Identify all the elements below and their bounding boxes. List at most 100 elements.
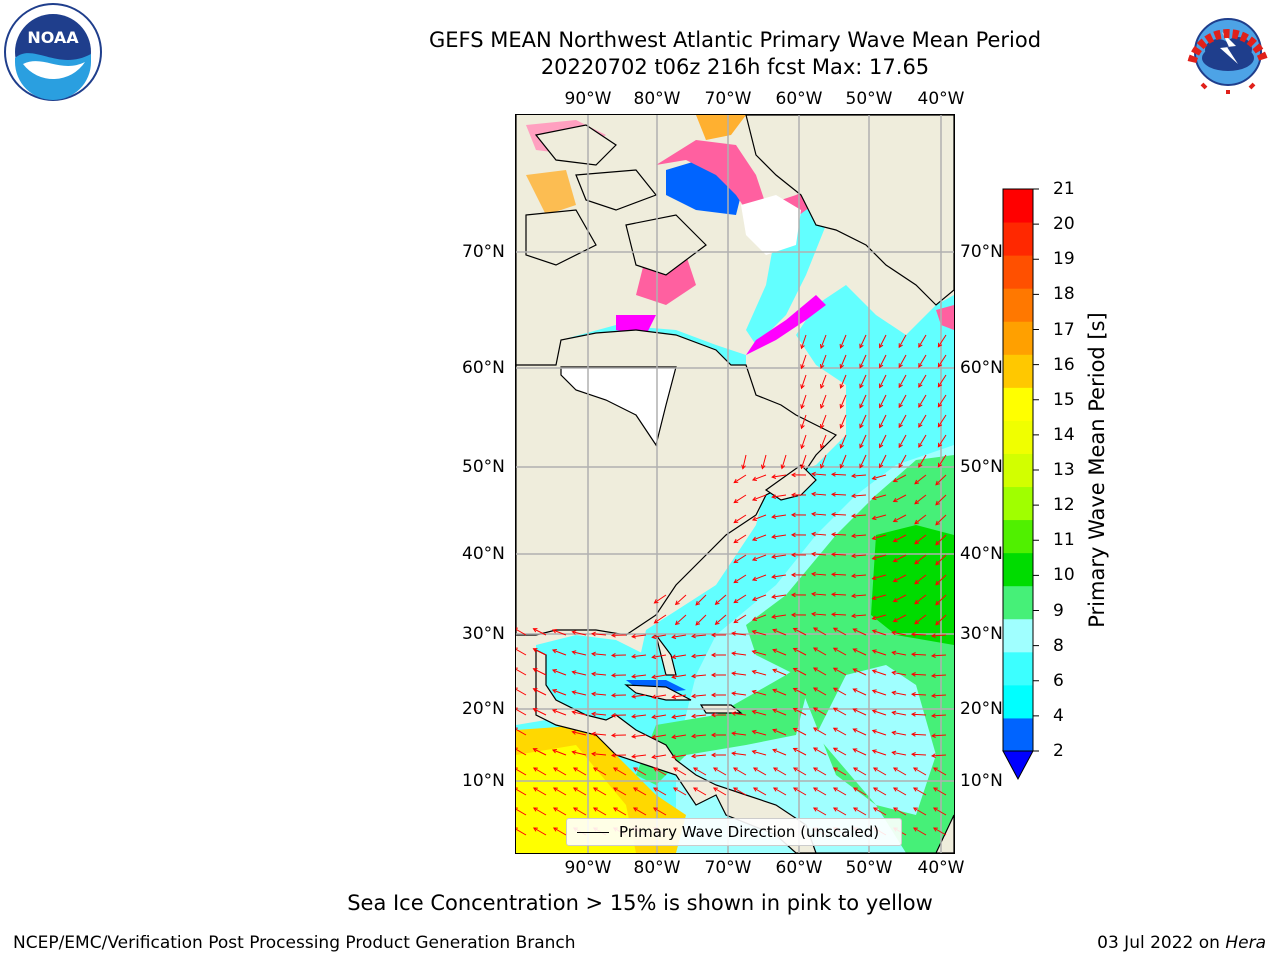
wave-vector-head (871, 575, 877, 581)
wave-vector-head (751, 649, 757, 655)
wave-vector-head (790, 492, 796, 498)
wave-vector-head (653, 599, 659, 604)
wave-vector (772, 689, 787, 696)
wave-vector-head (692, 787, 698, 792)
wave-vector (516, 628, 527, 636)
wave-vector-head (516, 667, 518, 672)
wave-vector-head (839, 403, 844, 409)
wave-vector (833, 727, 847, 736)
wave-vector (672, 714, 687, 718)
wave-vector-head (935, 560, 940, 566)
wave-vector (813, 767, 827, 776)
wave-vector-head (571, 650, 577, 655)
wave-vector (852, 474, 867, 477)
land-masses (516, 115, 954, 853)
wave-vector-head (935, 620, 940, 626)
wave-vector (516, 788, 527, 796)
wave-vector-head (772, 748, 778, 754)
wave-vector-head (751, 496, 757, 502)
wave-vector-head (851, 493, 856, 499)
wave-vector-head (790, 572, 796, 578)
wave-vector-head (937, 382, 943, 388)
wave-vector-head (852, 648, 858, 653)
wave-vector (672, 654, 687, 658)
colorbar-tick-label: 8 (1053, 635, 1064, 656)
wave-vector (933, 807, 947, 816)
wave-vector (753, 787, 767, 796)
wave-vector-head (731, 651, 737, 656)
wave-vector-head (532, 688, 538, 693)
wave-vector-head (871, 595, 877, 601)
colorbar-segment (1003, 717, 1033, 752)
wave-vector (733, 787, 747, 796)
wave-vector-head (914, 479, 920, 485)
wave-vector (781, 454, 787, 469)
wave-vector-head (851, 533, 856, 539)
wave-vector-head (714, 600, 720, 605)
wave-vector-head (830, 552, 836, 557)
wave-vector (772, 594, 787, 598)
wave-vector-head (610, 632, 616, 638)
wave-vector (772, 474, 787, 478)
wave-vector (820, 374, 827, 389)
wave-vector (931, 654, 947, 657)
wave-vector (898, 374, 907, 388)
wave-vector-head (811, 491, 816, 497)
wave-vector (533, 748, 547, 756)
wave-vector (833, 707, 847, 716)
wave-vector (516, 668, 527, 676)
legend-line-swatch (577, 832, 609, 833)
colorbar-tick-label: 9 (1053, 600, 1064, 621)
wave-vector-head (851, 553, 856, 559)
wave-vector-head (792, 767, 798, 772)
wave-vector-head (751, 629, 757, 635)
wave-vector (752, 750, 767, 756)
wave-vector (812, 533, 827, 536)
wave-vector (853, 807, 867, 816)
wave-vector-head (935, 480, 940, 486)
wave-vector-head (772, 767, 778, 772)
wave-vector (873, 787, 887, 796)
wave-vector (675, 594, 687, 605)
wave-vector (715, 614, 727, 625)
wave-vector-head (731, 631, 737, 636)
wave-vector-head (892, 807, 898, 812)
wave-vector-head (812, 807, 818, 812)
wave-vector (573, 787, 587, 796)
wave-vector-head (871, 555, 877, 561)
wave-vector-head (832, 687, 838, 692)
wave-vector-head (832, 807, 838, 812)
lon-label-top: 40°W (917, 89, 965, 109)
wave-vector (935, 554, 947, 566)
wave-vector-head (879, 423, 884, 429)
wave-vector-head (672, 767, 678, 772)
wave-vector-head (859, 403, 864, 409)
wave-vector-head (772, 688, 778, 694)
wave-vector-head (591, 751, 596, 757)
wave-vector-head (914, 619, 920, 625)
wave-vector (918, 434, 927, 448)
colorbar-tick-label: 18 (1053, 284, 1075, 305)
wave-vector-head (691, 753, 696, 759)
wave-vector-head (811, 611, 816, 617)
wave-vector-head (859, 443, 864, 449)
wave-vector-head (910, 692, 916, 697)
wave-vector-head (790, 552, 796, 558)
wave-vector (692, 734, 707, 737)
wave-vector-head (800, 424, 805, 430)
wave-vector-head (891, 750, 897, 756)
wave-vector-head (930, 633, 936, 639)
wave-vector-head (871, 729, 877, 734)
wave-vector-head (552, 767, 558, 772)
wave-vector (772, 574, 787, 578)
wave-vector-head (532, 648, 538, 653)
lat-label-left: 30°N (462, 624, 505, 644)
wave-vector (732, 672, 747, 676)
wave-vector-head (751, 576, 757, 582)
wave-vector (820, 414, 827, 429)
chart-title: GEFS MEAN Northwest Atlantic Primary Wav… (428, 28, 1042, 52)
wave-vector-head (830, 612, 836, 617)
colorbar-tick-label: 21 (1053, 179, 1075, 199)
wave-vector-head (631, 673, 637, 679)
wave-vector (672, 754, 687, 758)
